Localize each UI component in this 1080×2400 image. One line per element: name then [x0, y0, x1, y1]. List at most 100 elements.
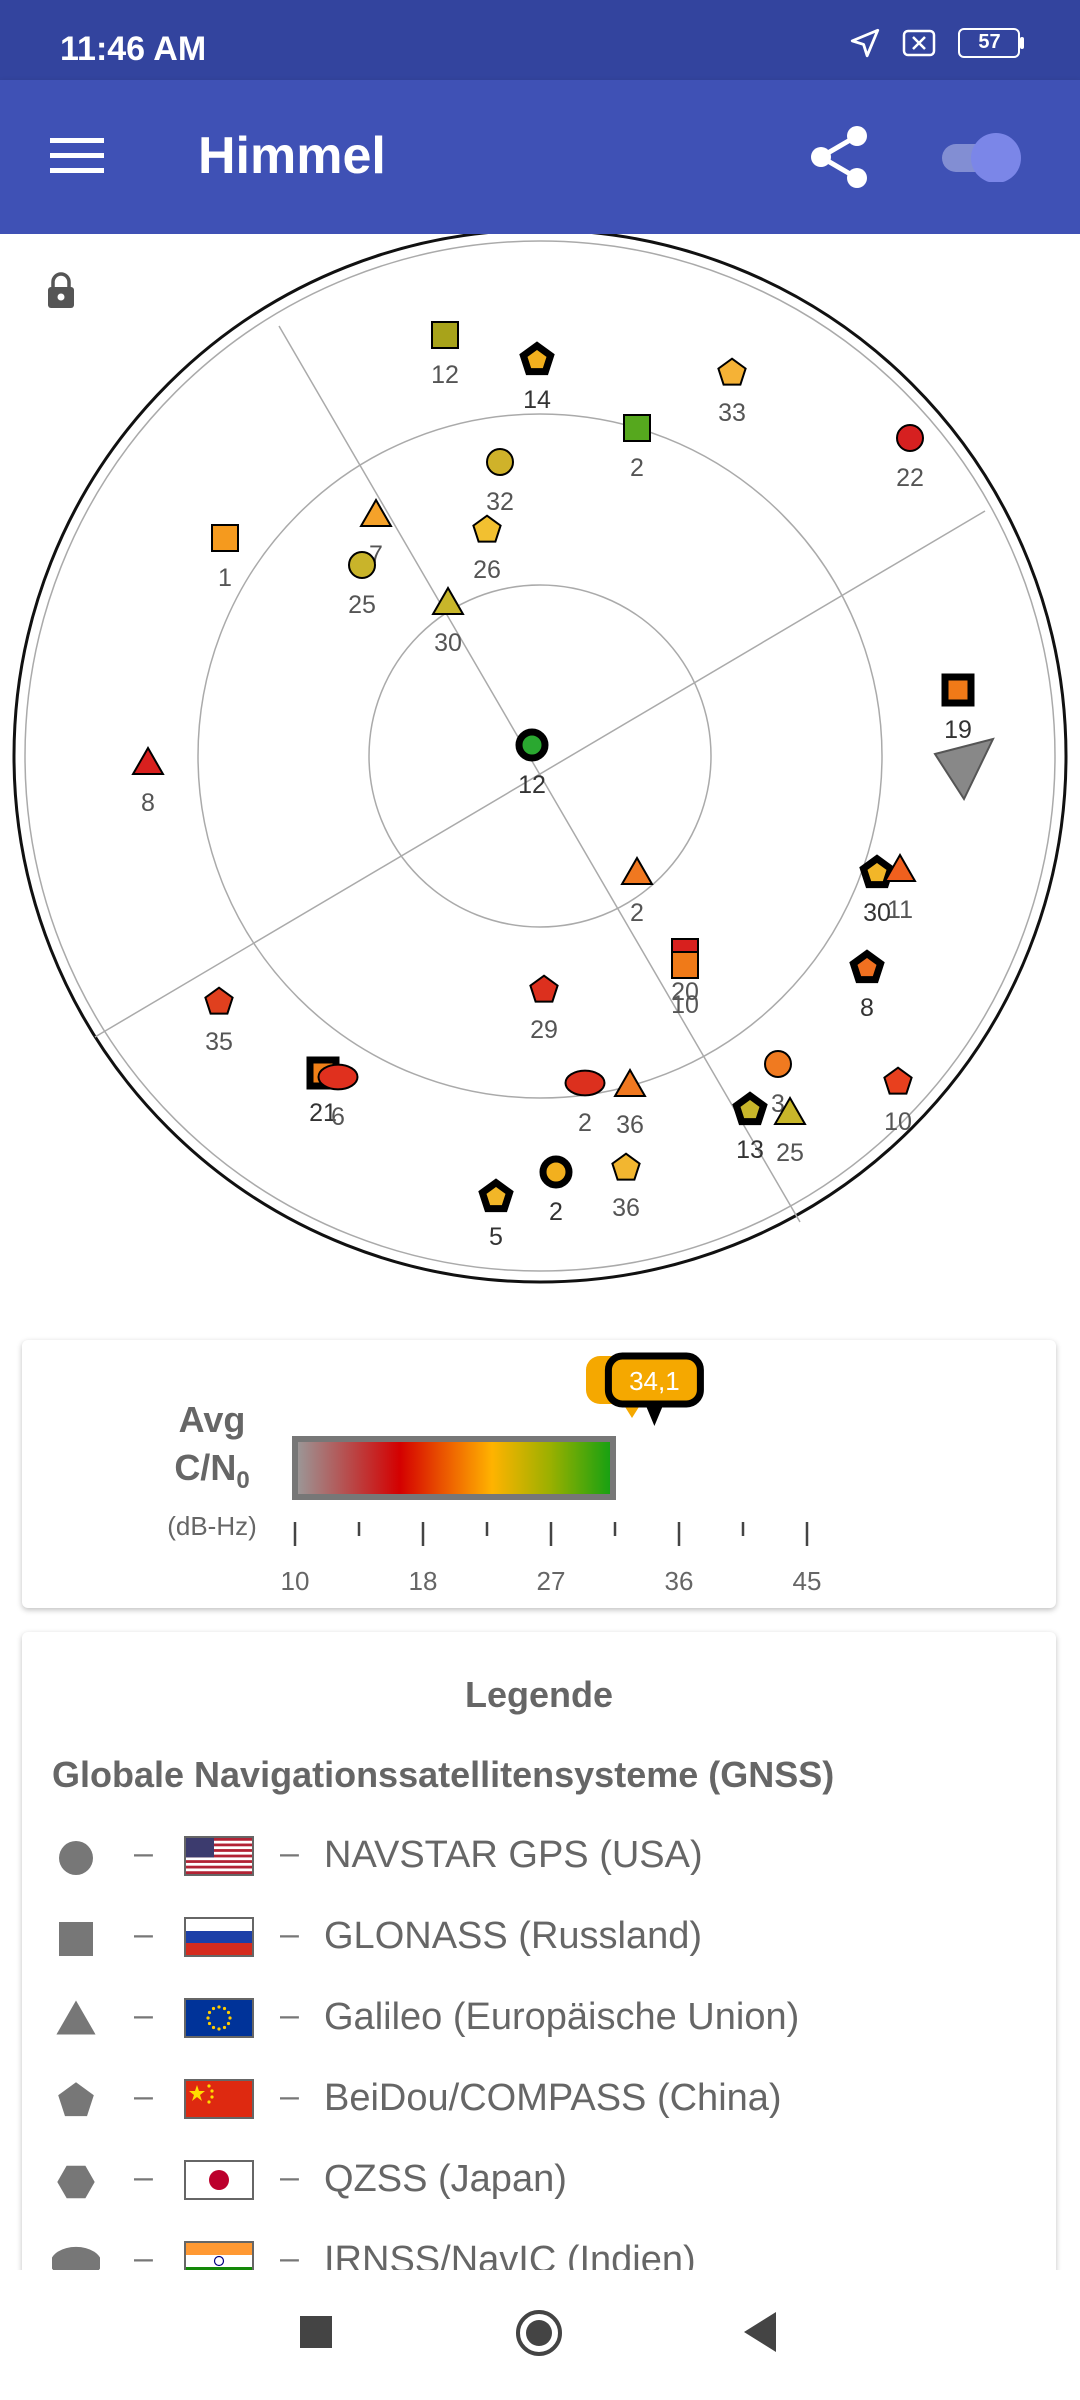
satellite-triangle[interactable]: 11: [883, 853, 917, 924]
cn0-title: Avg C/N0 (dB-Hz): [122, 1396, 302, 1542]
triangle-icon: [56, 2000, 96, 2035]
satellite-circle[interactable]: 2: [539, 1155, 573, 1226]
satellite-pentagon[interactable]: 13: [732, 1091, 768, 1164]
satellite-marker: [896, 424, 924, 452]
legend-dash: –: [280, 2077, 299, 2115]
satellite-triangle[interactable]: 30: [431, 586, 465, 657]
satellite-pentagon[interactable]: 14: [519, 341, 555, 414]
satellite-prn-label: 11: [887, 896, 913, 924]
legend-row-china: – – BeiDou/COMPASS (China): [52, 2073, 1052, 2133]
satellite-square[interactable]: 2: [623, 414, 651, 482]
satellite-marker: [620, 856, 654, 886]
menu-icon[interactable]: [50, 136, 104, 176]
satellite-triangle[interactable]: 8: [131, 746, 165, 817]
cn0-tick-label: 27: [536, 1566, 566, 1596]
satellite-square[interactable]: 19: [941, 673, 975, 744]
satellite-square[interactable]: 1: [211, 524, 239, 592]
satellite-prn-label: 21: [309, 1099, 337, 1127]
satellite-pentagon[interactable]: 36: [611, 1152, 641, 1222]
satellite-prn-label: 33: [718, 399, 746, 427]
display-toggle[interactable]: [938, 132, 1024, 182]
satellite-circle[interactable]: 25: [348, 551, 376, 619]
cn0-scale: 32,534,1: [292, 1352, 809, 1546]
north-marker-icon: [933, 737, 995, 802]
home-button[interactable]: [514, 2308, 564, 2358]
sky-plot: 12 14 33 2 22 1 32 26 7 25 30 19 8 12 2 30 11 20 10 8 35 29 21…: [0, 234, 1080, 1304]
location-arrow-icon: [850, 28, 880, 58]
satellite-ellipse[interactable]: 2: [564, 1069, 606, 1137]
satellite-prn-label: 29: [530, 1016, 558, 1044]
satellite-pentagon[interactable]: 33: [717, 357, 747, 427]
satellite-marker: [348, 551, 376, 579]
legend-dash: –: [280, 2158, 299, 2196]
satellite-pentagon[interactable]: 26: [472, 514, 502, 584]
elevation-ring-60: [368, 584, 712, 928]
satellite-pentagon[interactable]: 35: [204, 986, 234, 1056]
satellite-triangle[interactable]: 25: [773, 1096, 807, 1167]
satellite-pentagon[interactable]: 29: [529, 974, 559, 1044]
cn0-card: Avg C/N0 (dB-Hz) 32,534,1 10 18 27 36 45: [22, 1340, 1056, 1608]
pentagon-icon: [58, 2082, 94, 2117]
satellite-triangle[interactable]: 2: [620, 856, 654, 927]
back-button[interactable]: [740, 2310, 780, 2354]
satellite-square[interactable]: 10: [671, 951, 699, 1019]
satellite-square[interactable]: 12: [431, 321, 459, 389]
flag-usa-icon: [184, 1836, 254, 1876]
page-title: Himmel: [198, 127, 386, 185]
satellite-marker: [317, 1063, 359, 1091]
satellite-circle[interactable]: 12: [515, 728, 549, 799]
satellite-marker: [529, 974, 559, 1003]
share-icon[interactable]: [805, 122, 875, 192]
satellite-marker: [883, 1066, 913, 1095]
satellite-prn-label: 8: [141, 789, 155, 817]
elevation-ring-30: [197, 413, 883, 1099]
satellite-triangle[interactable]: 36: [613, 1068, 647, 1139]
satellite-prn-label: 2: [549, 1198, 563, 1226]
legend-row-eu: – – Galileo (Europäische Union): [52, 1992, 1052, 2052]
legend-dash: –: [280, 1834, 299, 1872]
cn0-title-avg: Avg: [178, 1399, 246, 1440]
satellite-prn-label: 26: [473, 556, 501, 584]
satellite-marker: [478, 1178, 514, 1213]
legend-dash: –: [134, 2158, 153, 2196]
satellite-prn-label: 12: [431, 361, 459, 389]
recents-button[interactable]: [298, 2314, 334, 2350]
flag-china-icon: [184, 2079, 254, 2119]
legend-dash: –: [134, 1996, 153, 2034]
satellite-marker: [515, 728, 549, 762]
legend-label: BeiDou/COMPASS (China): [324, 2077, 782, 2119]
hexagon-icon: [57, 2165, 95, 2199]
cn0-title-cn: C/N: [174, 1447, 237, 1488]
satellite-prn-label: 14: [523, 386, 551, 414]
legend-card: Legende Globale Navigationssatellitensys…: [22, 1632, 1056, 2332]
cn0-tick-label: 45: [792, 1566, 822, 1596]
satellite-pentagon[interactable]: 10: [883, 1066, 913, 1136]
satellite-marker: [486, 448, 514, 476]
legend-dash: –: [134, 1915, 153, 1953]
satellite-pentagon[interactable]: 30: [859, 854, 895, 927]
cn0-unit: (dB-Hz): [167, 1511, 257, 1542]
legend-dash: –: [134, 2239, 153, 2277]
satellite-prn-label: 30: [434, 629, 462, 657]
satellite-marker: [764, 1050, 792, 1078]
satellite-pentagon[interactable]: 8: [849, 949, 885, 1022]
battery-level: 57: [978, 31, 1001, 53]
satellite-pentagon[interactable]: 5: [478, 1178, 514, 1251]
flag-eu-icon: [184, 1998, 254, 2038]
satellite-marker: [613, 1068, 647, 1098]
satellite-marker: [849, 949, 885, 984]
legend-dash: –: [134, 2077, 153, 2115]
lock-icon[interactable]: [46, 272, 76, 310]
satellite-circle[interactable]: 32: [486, 448, 514, 516]
legend-label: QZSS (Japan): [324, 2158, 567, 2200]
satellite-prn-label: 22: [896, 464, 924, 492]
legend-label: GLONASS (Russland): [324, 1915, 703, 1957]
satellite-circle[interactable]: 22: [896, 424, 924, 492]
satellite-ellipse[interactable]: 6: [317, 1063, 359, 1131]
satellite-prn-label: 6: [331, 1103, 345, 1131]
legend-label: NAVSTAR GPS (USA): [324, 1834, 703, 1876]
legend-dash: –: [280, 2239, 299, 2277]
legend-row-usa: – – NAVSTAR GPS (USA): [52, 1830, 1052, 1890]
satellite-prn-label: 8: [860, 994, 874, 1022]
